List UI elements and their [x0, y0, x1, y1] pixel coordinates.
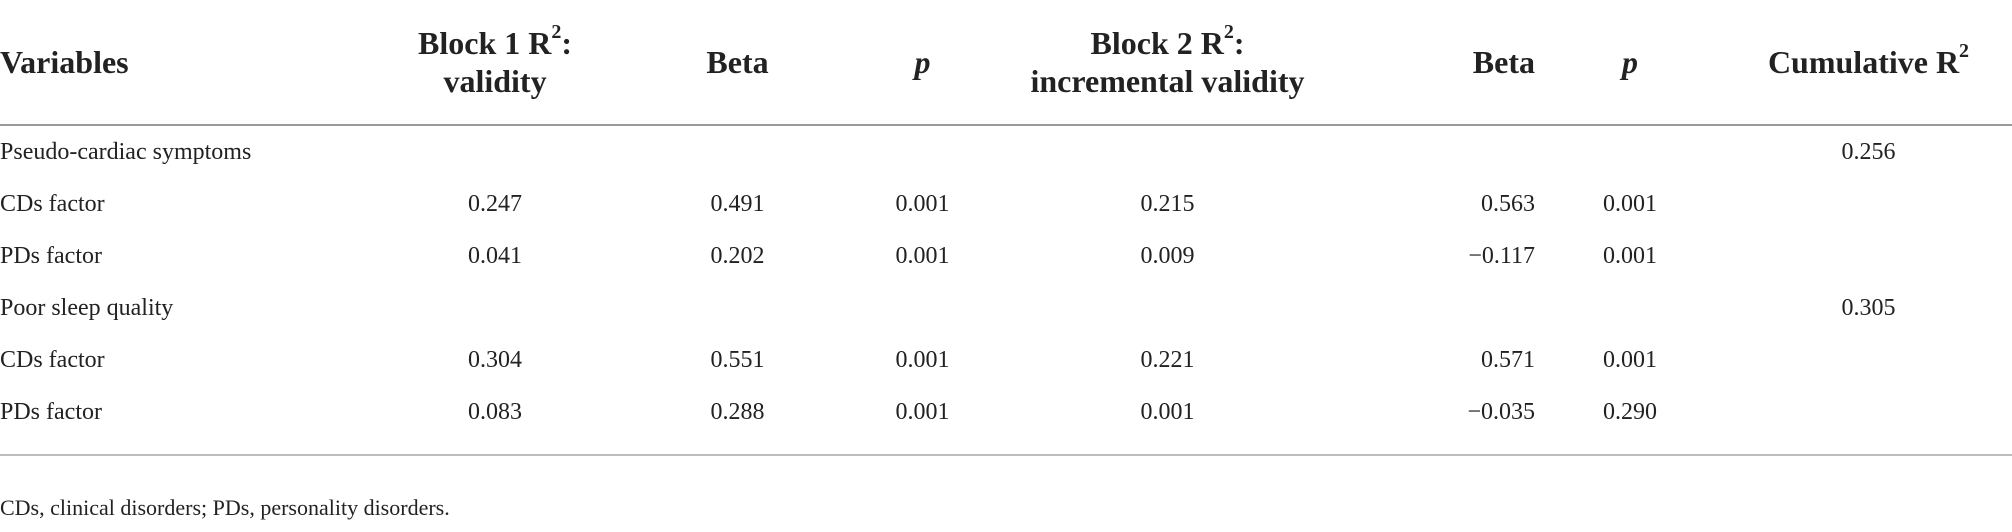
- cell-p-2: [1535, 125, 1725, 178]
- cell-beta-2: −0.117: [1468, 242, 1535, 269]
- cell-p-2: 0.290: [1603, 398, 1657, 425]
- cell-p-1: [845, 125, 1000, 178]
- table-header: Variables Block 1 R2: validity Beta p Bl…: [0, 0, 2012, 126]
- cell-p-2: [1535, 282, 1725, 334]
- cell-beta-1: [630, 125, 845, 178]
- row-label: Poor sleep quality: [0, 294, 174, 321]
- table-row: CDs factor 0.304 0.551 0.001 0.221 0.571…: [0, 334, 2012, 386]
- header-block1-colon: :: [561, 25, 572, 61]
- cell-block1-r2: [360, 282, 630, 334]
- cell-p-1: 0.001: [895, 346, 950, 373]
- table-row: CDs factor 0.247 0.491 0.001 0.215 0.563…: [0, 178, 2012, 230]
- cell-block1-r2: 0.247: [468, 190, 522, 217]
- cell-block1-r2: 0.304: [468, 346, 522, 373]
- header-block1: Block 1 R2: validity: [360, 0, 630, 126]
- header-row: Variables Block 1 R2: validity Beta p Bl…: [0, 0, 2012, 126]
- table-row: Poor sleep quality 0.305: [0, 282, 2012, 334]
- header-block1-text: Block 1 R: [418, 25, 552, 61]
- table-row: Pseudo-cardiac symptoms 0.256: [0, 125, 2012, 178]
- cell-block2-r2: 0.001: [1140, 398, 1195, 425]
- cell-beta-1: [630, 282, 845, 334]
- row-label: CDs factor: [0, 190, 105, 217]
- row-label: Pseudo-cardiac symptoms: [0, 138, 252, 165]
- cell-p-2: 0.001: [1603, 346, 1657, 373]
- header-beta-2-text: Beta: [1472, 44, 1535, 80]
- cell-beta-1: 0.551: [710, 346, 765, 373]
- header-beta-1: Beta: [630, 0, 845, 126]
- cell-p-2: 0.001: [1603, 242, 1657, 269]
- cell-p-1: 0.001: [895, 398, 950, 425]
- header-block2-text: Block 2 R: [1090, 25, 1224, 61]
- row-label: PDs factor: [0, 242, 102, 269]
- cell-cumulative: [1725, 334, 2012, 386]
- cell-p-1: [845, 282, 1000, 334]
- cell-beta-1: 0.202: [710, 242, 765, 269]
- table-row: PDs factor 0.083 0.288 0.001 0.001 −0.03…: [0, 386, 2012, 438]
- cell-beta-2: 0.571: [1481, 346, 1535, 373]
- header-cumulative: Cumulative R2: [1725, 0, 2012, 126]
- cell-cumulative: [1725, 386, 2012, 438]
- table-footnote: CDs, clinical disorders; PDs, personalit…: [0, 495, 450, 520]
- cell-cumulative: [1725, 230, 2012, 282]
- cell-block2-r2: 0.221: [1140, 346, 1195, 373]
- row-label: PDs factor: [0, 398, 102, 425]
- cell-block2-r2: [1000, 282, 1335, 334]
- cell-beta-2: [1335, 125, 1535, 178]
- table-body: Pseudo-cardiac symptoms 0.256 CDs factor…: [0, 125, 2012, 438]
- table-row: PDs factor 0.041 0.202 0.001 0.009 −0.11…: [0, 230, 2012, 282]
- cell-beta-2: 0.563: [1481, 190, 1535, 217]
- header-p-1: p: [845, 0, 1000, 126]
- cell-cumulative: [1725, 178, 2012, 230]
- header-p-2: p: [1535, 0, 1725, 126]
- cell-block2-r2: 0.009: [1140, 242, 1195, 269]
- cell-cumulative: 0.305: [1841, 294, 1896, 321]
- header-p-1-text: p: [914, 44, 931, 80]
- header-p-2-text: p: [1622, 44, 1638, 80]
- row-label: CDs factor: [0, 346, 105, 373]
- cell-block2-r2: 0.215: [1140, 190, 1195, 217]
- cell-beta-1: 0.288: [710, 398, 765, 425]
- header-beta-2: Beta: [1335, 0, 1535, 126]
- header-block1-subtext: validity: [443, 63, 547, 99]
- cell-beta-1: 0.491: [710, 190, 765, 217]
- header-cumulative-sup: 2: [1959, 40, 1970, 63]
- header-block2: Block 2 R2: incremental validity: [1000, 0, 1335, 126]
- header-block1-sup: 2: [551, 21, 562, 44]
- cell-beta-2: −0.035: [1467, 398, 1535, 425]
- cell-block2-r2: [1000, 125, 1335, 178]
- cell-block1-r2: 0.041: [468, 242, 522, 269]
- header-beta-1-text: Beta: [706, 44, 769, 80]
- regression-table: Variables Block 1 R2: validity Beta p Bl…: [0, 0, 2012, 438]
- cell-p-2: 0.001: [1603, 190, 1657, 217]
- table-bottom-rule: [0, 454, 2012, 456]
- header-variables: Variables: [0, 0, 360, 126]
- header-block2-subtext: incremental validity: [1030, 63, 1305, 99]
- header-cumulative-text: Cumulative R: [1767, 44, 1960, 80]
- header-block2-colon: :: [1233, 25, 1245, 61]
- regression-table-container: Variables Block 1 R2: validity Beta p Bl…: [0, 0, 2012, 438]
- cell-beta-2: [1335, 282, 1535, 334]
- cell-cumulative: 0.256: [1841, 138, 1896, 165]
- cell-p-1: 0.001: [895, 190, 950, 217]
- header-block2-sup: 2: [1223, 21, 1234, 44]
- cell-block1-r2: [360, 125, 630, 178]
- cell-block1-r2: 0.083: [468, 398, 522, 425]
- cell-p-1: 0.001: [895, 242, 950, 269]
- header-variables-text: Variables: [0, 44, 129, 80]
